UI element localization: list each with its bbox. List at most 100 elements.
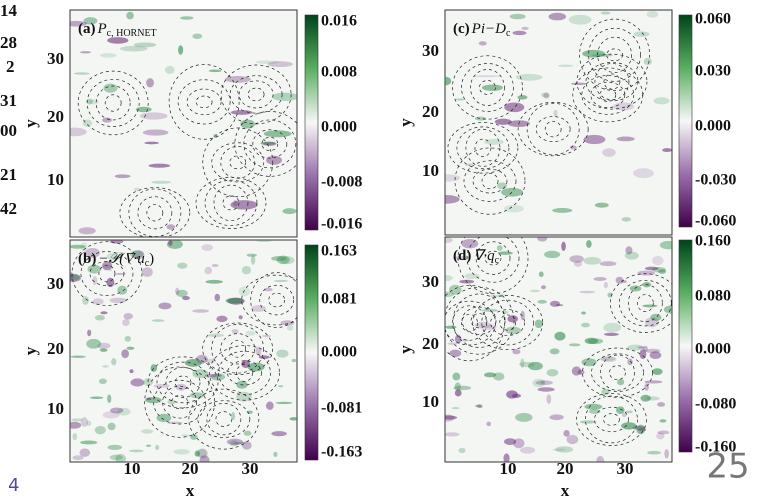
streamline — [470, 313, 488, 329]
field-patch — [195, 448, 207, 458]
colorbar — [678, 239, 693, 453]
streamline — [474, 138, 492, 157]
streamline — [445, 300, 496, 346]
field-patch — [141, 267, 153, 277]
streamline — [475, 241, 511, 275]
field-patch — [451, 407, 460, 410]
field-patch — [175, 383, 187, 391]
field-patch — [216, 315, 228, 323]
field-patch — [273, 279, 289, 283]
panel-subscript: c — [145, 258, 150, 269]
field-patch — [643, 345, 648, 352]
colorbar-label: -0.030 — [695, 172, 736, 189]
colorbar-label: 0.000 — [695, 341, 731, 358]
field-patch — [271, 92, 297, 101]
field-patch — [602, 148, 616, 157]
field-patch — [653, 97, 670, 105]
x-tick-label: 10 — [124, 459, 141, 478]
field-patch — [286, 325, 294, 331]
field-patch — [271, 256, 287, 261]
streamline — [206, 402, 242, 436]
field-patch — [494, 118, 512, 125]
fragment: 14 — [0, 1, 18, 20]
field-patch — [474, 404, 482, 408]
field-patch — [596, 456, 605, 462]
field-patch — [548, 12, 567, 21]
y-tick-label: 10 — [47, 170, 64, 189]
streamline — [461, 306, 497, 335]
field-patch — [603, 281, 609, 289]
y-tick-label: 30 — [47, 274, 64, 293]
field-patch — [607, 292, 613, 298]
field-patch — [225, 75, 251, 83]
x-tick-label: 20 — [557, 459, 574, 478]
field-patch — [649, 351, 662, 360]
field-patch — [102, 365, 109, 368]
field-patch — [80, 440, 98, 445]
colorbar-label: -0.016 — [321, 216, 362, 233]
field-patch — [255, 346, 262, 356]
field-patch — [80, 242, 88, 252]
fragment: 42 — [0, 199, 17, 218]
streamline — [119, 187, 191, 237]
field-patch — [519, 361, 535, 368]
field-patch — [94, 425, 106, 435]
field-patch — [141, 429, 154, 434]
field-patch — [250, 254, 256, 265]
field-patch — [664, 448, 669, 459]
streamline — [80, 251, 134, 296]
streamline — [234, 111, 297, 177]
field-patch — [588, 409, 601, 414]
field-patch — [625, 246, 633, 255]
colorbar-label: 0.030 — [695, 63, 731, 80]
streamline — [188, 388, 260, 450]
field-patch — [226, 438, 244, 446]
field-patch — [119, 45, 148, 52]
streamline — [454, 147, 526, 215]
streamline — [259, 284, 295, 316]
field-patch — [445, 237, 453, 244]
field-patch — [70, 355, 86, 358]
streamline — [168, 64, 240, 140]
field-patch — [261, 334, 272, 338]
field-patch — [180, 16, 194, 20]
page-number: 25 — [706, 447, 749, 487]
field-patch — [280, 320, 295, 326]
field-patch — [143, 377, 154, 387]
field-patch — [205, 279, 223, 284]
streamline — [576, 393, 647, 446]
field-patch — [474, 321, 492, 329]
field-patch — [242, 441, 252, 450]
field-patch — [445, 325, 457, 329]
y-tick-label: 10 — [422, 392, 439, 411]
field-patch — [637, 270, 656, 276]
field-patch — [645, 348, 661, 354]
y-tick-label: 20 — [47, 339, 64, 358]
field-patch — [652, 255, 664, 266]
streamline — [517, 101, 589, 157]
streamline — [452, 293, 506, 348]
streamline — [89, 261, 125, 287]
streamline — [220, 64, 292, 125]
panel-title: (b) −𝒫(∇·uc) — [78, 251, 154, 269]
field-patch — [586, 240, 592, 248]
x-tick-label: 20 — [182, 459, 199, 478]
field-patch — [86, 420, 92, 427]
field-patch — [496, 182, 508, 190]
field-patch — [241, 360, 251, 368]
x-tick-label: 10 — [500, 459, 517, 478]
field-patch — [126, 346, 135, 350]
field-patch — [208, 69, 222, 73]
field-patch — [569, 145, 577, 150]
field-patch — [72, 433, 78, 441]
field-patch — [544, 250, 561, 259]
field-patch — [484, 324, 497, 331]
streamline — [236, 364, 253, 382]
field-patch — [509, 13, 526, 20]
field-patch — [255, 60, 280, 64]
field-patch — [521, 26, 529, 30]
field-patch — [579, 420, 597, 424]
streamline — [472, 295, 544, 351]
streamline — [144, 366, 215, 438]
field-patch — [153, 384, 170, 388]
